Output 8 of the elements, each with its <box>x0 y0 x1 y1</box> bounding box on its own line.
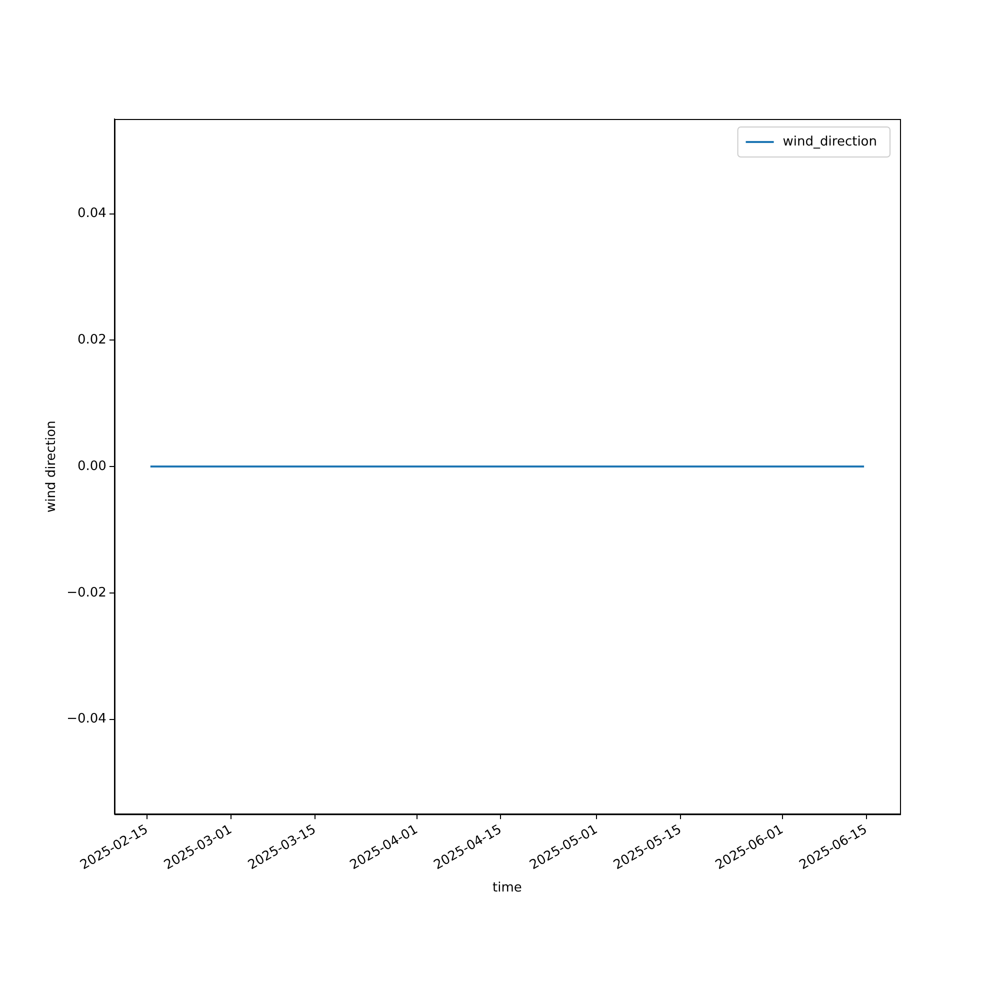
x-axis-title: time <box>492 880 522 896</box>
y-axis-title: wind direction <box>44 420 60 512</box>
y-tick-label: 0.00 <box>77 458 106 474</box>
y-tick-label: 0.04 <box>77 206 106 222</box>
y-tick-label: −0.04 <box>66 712 106 727</box>
y-tick-label: 0.02 <box>77 332 106 348</box>
legend-label: wind_direction <box>782 134 878 150</box>
y-tick-label: −0.02 <box>66 585 106 600</box>
